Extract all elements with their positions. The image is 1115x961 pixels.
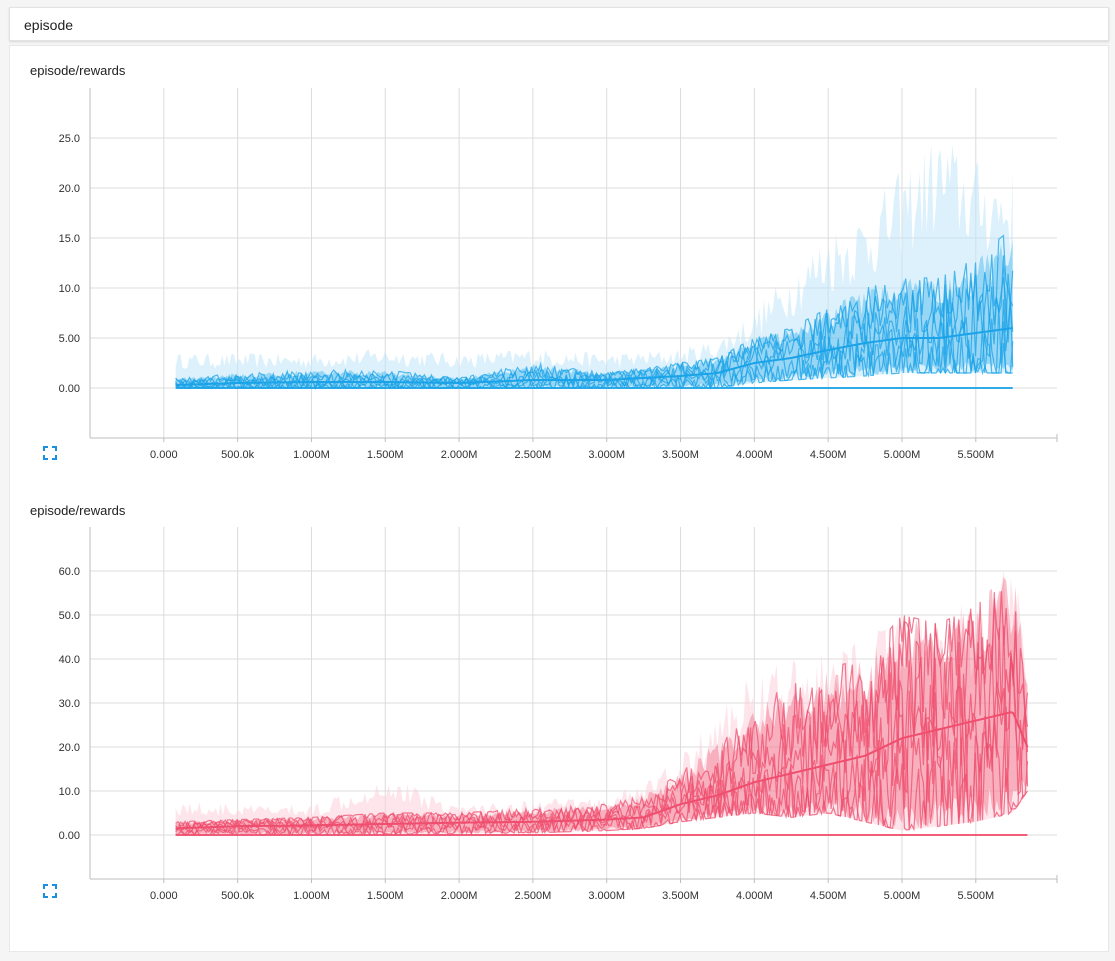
x-tick-label: 2.500M — [515, 449, 552, 461]
x-tick-label: 4.000M — [736, 890, 773, 902]
y-tick-label: 10.0 — [59, 786, 80, 798]
x-tick-label: 5.000M — [884, 890, 921, 902]
y-tick-label: 10.0 — [59, 283, 80, 295]
x-tick-label: 2.000M — [441, 890, 478, 902]
x-tick-label: 1.500M — [367, 890, 404, 902]
card-title: episode — [24, 17, 74, 33]
x-tick-label: 3.500M — [662, 449, 699, 461]
x-tick-label: 2.500M — [515, 890, 552, 902]
series-band — [175, 240, 1013, 388]
series-run-line — [175, 591, 1029, 828]
fullscreen-icon[interactable] — [43, 446, 57, 460]
x-tick-label: 1.000M — [293, 890, 330, 902]
y-tick-label: 50.0 — [59, 610, 80, 622]
card-header[interactable]: episode — [9, 7, 1109, 41]
x-tick-label: 1.000M — [293, 449, 330, 461]
rewards-chart-blue[interactable]: 0.00 5.00 10.0 15.0 20.0 25.0 0.000 500.0k 1.000… — [0, 0, 1115, 480]
x-tick-label: 3.500M — [662, 890, 699, 902]
series-run-line — [175, 234, 1014, 384]
y-tick-label: 5.00 — [59, 333, 80, 345]
x-tick-label: 4.000M — [736, 449, 773, 461]
x-tick-label: 500.0k — [221, 890, 255, 902]
x-tick-label: 4.500M — [810, 890, 847, 902]
fullscreen-icon[interactable] — [43, 884, 57, 898]
x-tick-label: 4.500M — [810, 449, 847, 461]
y-tick-label: 0.00 — [59, 830, 80, 842]
series-mean-line — [175, 711, 1029, 830]
y-tick-label: 30.0 — [59, 698, 80, 710]
series-mean-line — [175, 327, 1013, 386]
y-tick-label: 40.0 — [59, 654, 80, 666]
x-tick-label: 5.500M — [957, 449, 994, 461]
chart-title: episode/rewards — [30, 63, 126, 78]
y-tick-label: 25.0 — [59, 133, 80, 145]
y-tick-label: 0.00 — [59, 383, 80, 395]
x-tick-label: 2.000M — [441, 449, 478, 461]
x-tick-label: 0.000 — [150, 890, 178, 902]
x-tick-label: 5.000M — [884, 449, 921, 461]
series-band — [175, 577, 1028, 835]
y-tick-label: 20.0 — [59, 742, 80, 754]
y-tick-label: 15.0 — [59, 233, 80, 245]
y-tick-label: 20.0 — [59, 183, 80, 195]
y-tick-label: 60.0 — [59, 566, 80, 578]
x-tick-label: 1.500M — [367, 449, 404, 461]
x-tick-label: 0.000 — [150, 449, 178, 461]
series-raw-envelope — [175, 143, 1013, 388]
chart-title: episode/rewards — [30, 503, 126, 518]
x-tick-label: 3.000M — [588, 449, 625, 461]
x-tick-label: 500.0k — [221, 449, 255, 461]
x-tick-label: 5.500M — [957, 890, 994, 902]
x-tick-label: 3.000M — [588, 890, 625, 902]
